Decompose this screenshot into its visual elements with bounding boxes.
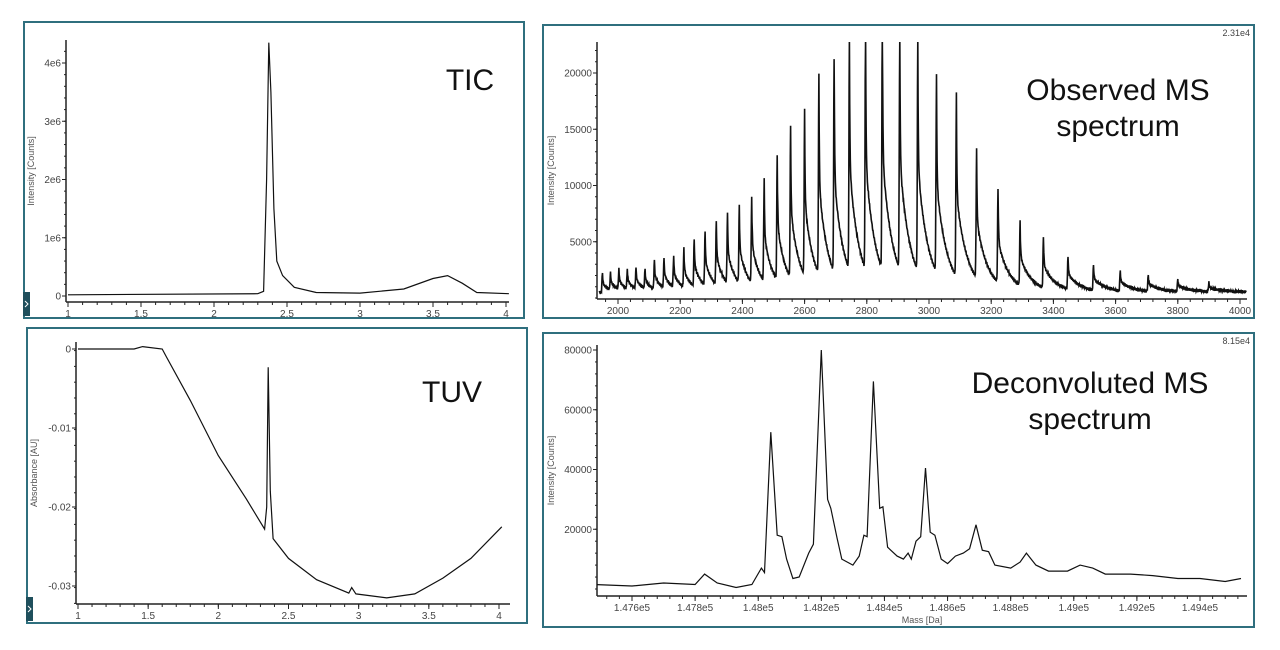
y-axis-label: Absorbance [AU]: [29, 439, 39, 507]
panel-observed-ms: 2000 2200 2400 2600 2800 3000 3200 3400 3600 3800…: [542, 24, 1255, 319]
expand-tab: [23, 292, 30, 316]
scale-max-label: 8.15e4: [1222, 336, 1250, 346]
x-tick-label: 1.476e5: [614, 603, 651, 614]
x-tick-label: 2.5: [282, 611, 296, 622]
x-tick-label: 4000: [1229, 306, 1252, 317]
panel-frame: [23, 21, 525, 319]
y-tick-label: 3e6: [44, 117, 61, 128]
x-tick-label: 1.5: [141, 611, 155, 622]
x-tick-label: 2800: [856, 306, 879, 317]
x-tick-label: 1.484e5: [866, 603, 903, 614]
panel-title-line: spectrum: [1028, 403, 1151, 436]
x-tick-label: 1.492e5: [1119, 603, 1156, 614]
expand-tab: [26, 597, 33, 621]
x-tick-label: 3200: [980, 306, 1003, 317]
y-tick-label: 15000: [564, 125, 592, 136]
chevron-right-icon: [24, 300, 29, 308]
panel-title: TIC: [446, 64, 494, 97]
panel-title-line: TUV: [422, 376, 482, 409]
x-tick-label: 2: [211, 309, 217, 320]
x-tick-label: 1.48e5: [743, 603, 774, 614]
x-tick-label: 1: [65, 309, 71, 320]
series-line: [597, 349, 1242, 589]
panel-title: TUV: [422, 376, 482, 409]
panel-title-line: Deconvoluted MS: [972, 367, 1209, 400]
x-tick-label: 2400: [731, 306, 754, 317]
scale-max-label: 2.31e4: [1222, 28, 1250, 38]
x-tick-label: 1.482e5: [803, 603, 840, 614]
x-axis-label: Mass [Da]: [902, 615, 943, 625]
y-tick-label: 20000: [564, 525, 592, 536]
x-tick-label: 3: [357, 309, 363, 320]
chevron-right-icon: [27, 605, 32, 613]
x-tick-label: 2000: [607, 306, 630, 317]
panel-frame: [26, 327, 528, 624]
series-line: [78, 345, 503, 599]
y-tick-label: 4e6: [44, 59, 61, 70]
x-tick-label: 1.5: [134, 309, 148, 320]
y-tick-label: 80000: [564, 346, 592, 357]
y-tick-label: 10000: [564, 181, 592, 192]
panel-title-line: spectrum: [1056, 110, 1179, 143]
y-tick-label: 60000: [564, 405, 592, 416]
x-tick-label: 4: [496, 611, 502, 622]
x-tick-label: 4: [503, 309, 509, 320]
series-line: [598, 42, 1247, 295]
panel-deconvoluted-ms: 1.476e5 1.478e5 1.48e5 1.482e5 1.484e5 1.486e…: [542, 332, 1255, 628]
x-tick-label: 1.49e5: [1058, 603, 1089, 614]
panel-title-line: Observed MS: [1026, 74, 1209, 107]
x-tick-label: 3.5: [426, 309, 440, 320]
y-tick-label: 2e6: [44, 175, 61, 186]
y-tick-label: 0: [65, 345, 71, 356]
panel-frame: [542, 332, 1255, 628]
y-tick-label: 20000: [564, 69, 592, 80]
x-tick-label: 1.478e5: [677, 603, 714, 614]
y-tick-label: 40000: [564, 465, 592, 476]
panel-tuv: 1 1.5 2 2.5 3 3.5 4 0 -0.01 -0.02 -0.03 Absorbance …: [26, 327, 528, 624]
x-tick-label: 1.486e5: [929, 603, 966, 614]
x-tick-label: 3000: [918, 306, 941, 317]
panel-tic: 1 1.5 2 2.5 3 3.5 4 0 1e6 2e6 3e6 4e6 Intensity [Cou…: [23, 21, 525, 320]
x-tick-label: 3.5: [422, 611, 436, 622]
x-tick-label: 1.494e5: [1182, 603, 1219, 614]
y-tick-label: -0.02: [48, 503, 71, 514]
x-tick-label: 1.488e5: [993, 603, 1030, 614]
y-tick-label: 5000: [570, 237, 593, 248]
x-tick-label: 2200: [669, 306, 692, 317]
x-tick-label: 2.5: [280, 309, 294, 320]
x-tick-label: 2: [216, 611, 222, 622]
y-axis-label: Intensity [Counts]: [26, 136, 36, 206]
x-tick-label: 3600: [1104, 306, 1127, 317]
y-tick-label: 1e6: [44, 233, 61, 244]
x-tick-label: 3400: [1042, 306, 1065, 317]
series-line: [67, 42, 509, 296]
y-axis-label: Intensity [Counts]: [546, 436, 556, 506]
y-tick-label: -0.01: [48, 424, 71, 435]
x-tick-label: 3: [356, 611, 362, 622]
y-tick-label: 0: [55, 292, 61, 303]
panel-title-line: TIC: [446, 64, 494, 97]
x-tick-label: 1: [75, 611, 81, 622]
x-tick-label: 3800: [1167, 306, 1190, 317]
y-tick-label: -0.03: [48, 582, 71, 593]
y-axis-label: Intensity [Counts]: [546, 136, 556, 206]
x-tick-label: 2600: [793, 306, 816, 317]
